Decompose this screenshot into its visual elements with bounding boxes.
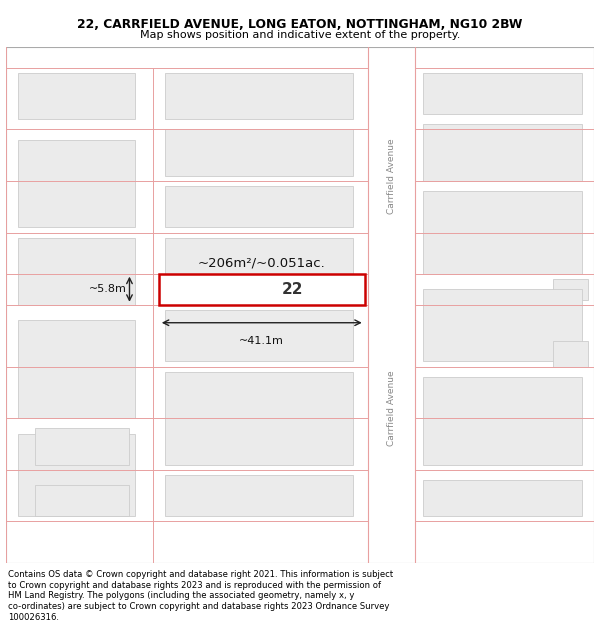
Bar <box>553 341 588 366</box>
Bar <box>18 320 136 418</box>
Text: to Crown copyright and database rights 2023 and is reproduced with the permissio: to Crown copyright and database rights 2… <box>8 581 381 589</box>
Bar <box>165 72 353 119</box>
Bar <box>35 429 130 464</box>
Text: 22, CARRFIELD AVENUE, LONG EATON, NOTTINGHAM, NG10 2BW: 22, CARRFIELD AVENUE, LONG EATON, NOTTIN… <box>77 18 523 31</box>
Bar <box>18 434 136 516</box>
Bar <box>424 72 582 114</box>
Text: ~5.8m: ~5.8m <box>89 284 127 294</box>
Bar <box>165 129 353 176</box>
Bar <box>424 289 582 361</box>
Bar <box>18 72 136 119</box>
Text: 100026316.: 100026316. <box>8 612 59 621</box>
Text: Contains OS data © Crown copyright and database right 2021. This information is : Contains OS data © Crown copyright and d… <box>8 570 393 579</box>
Bar <box>165 310 353 361</box>
Bar <box>159 274 365 304</box>
Bar <box>165 475 353 516</box>
Text: ~206m²/~0.051ac.: ~206m²/~0.051ac. <box>198 257 326 270</box>
Bar <box>165 372 353 464</box>
Text: HM Land Registry. The polygons (including the associated geometry, namely x, y: HM Land Registry. The polygons (includin… <box>8 591 354 600</box>
Bar <box>424 480 582 516</box>
Bar <box>18 238 136 304</box>
Text: Carrfield Avenue: Carrfield Avenue <box>386 138 395 214</box>
Bar <box>424 191 582 274</box>
Text: 22: 22 <box>282 282 304 297</box>
Text: ~41.1m: ~41.1m <box>239 336 284 346</box>
Bar <box>35 485 130 516</box>
Bar <box>553 279 588 299</box>
Bar <box>18 139 136 228</box>
Text: Carrfield Avenue: Carrfield Avenue <box>386 370 395 446</box>
Bar <box>165 238 353 274</box>
Text: co-ordinates) are subject to Crown copyright and database rights 2023 Ordnance S: co-ordinates) are subject to Crown copyr… <box>8 602 389 611</box>
Bar <box>424 124 582 181</box>
Bar <box>424 377 582 464</box>
Bar <box>165 276 235 302</box>
Text: Map shows position and indicative extent of the property.: Map shows position and indicative extent… <box>140 30 460 40</box>
Bar <box>165 186 353 228</box>
